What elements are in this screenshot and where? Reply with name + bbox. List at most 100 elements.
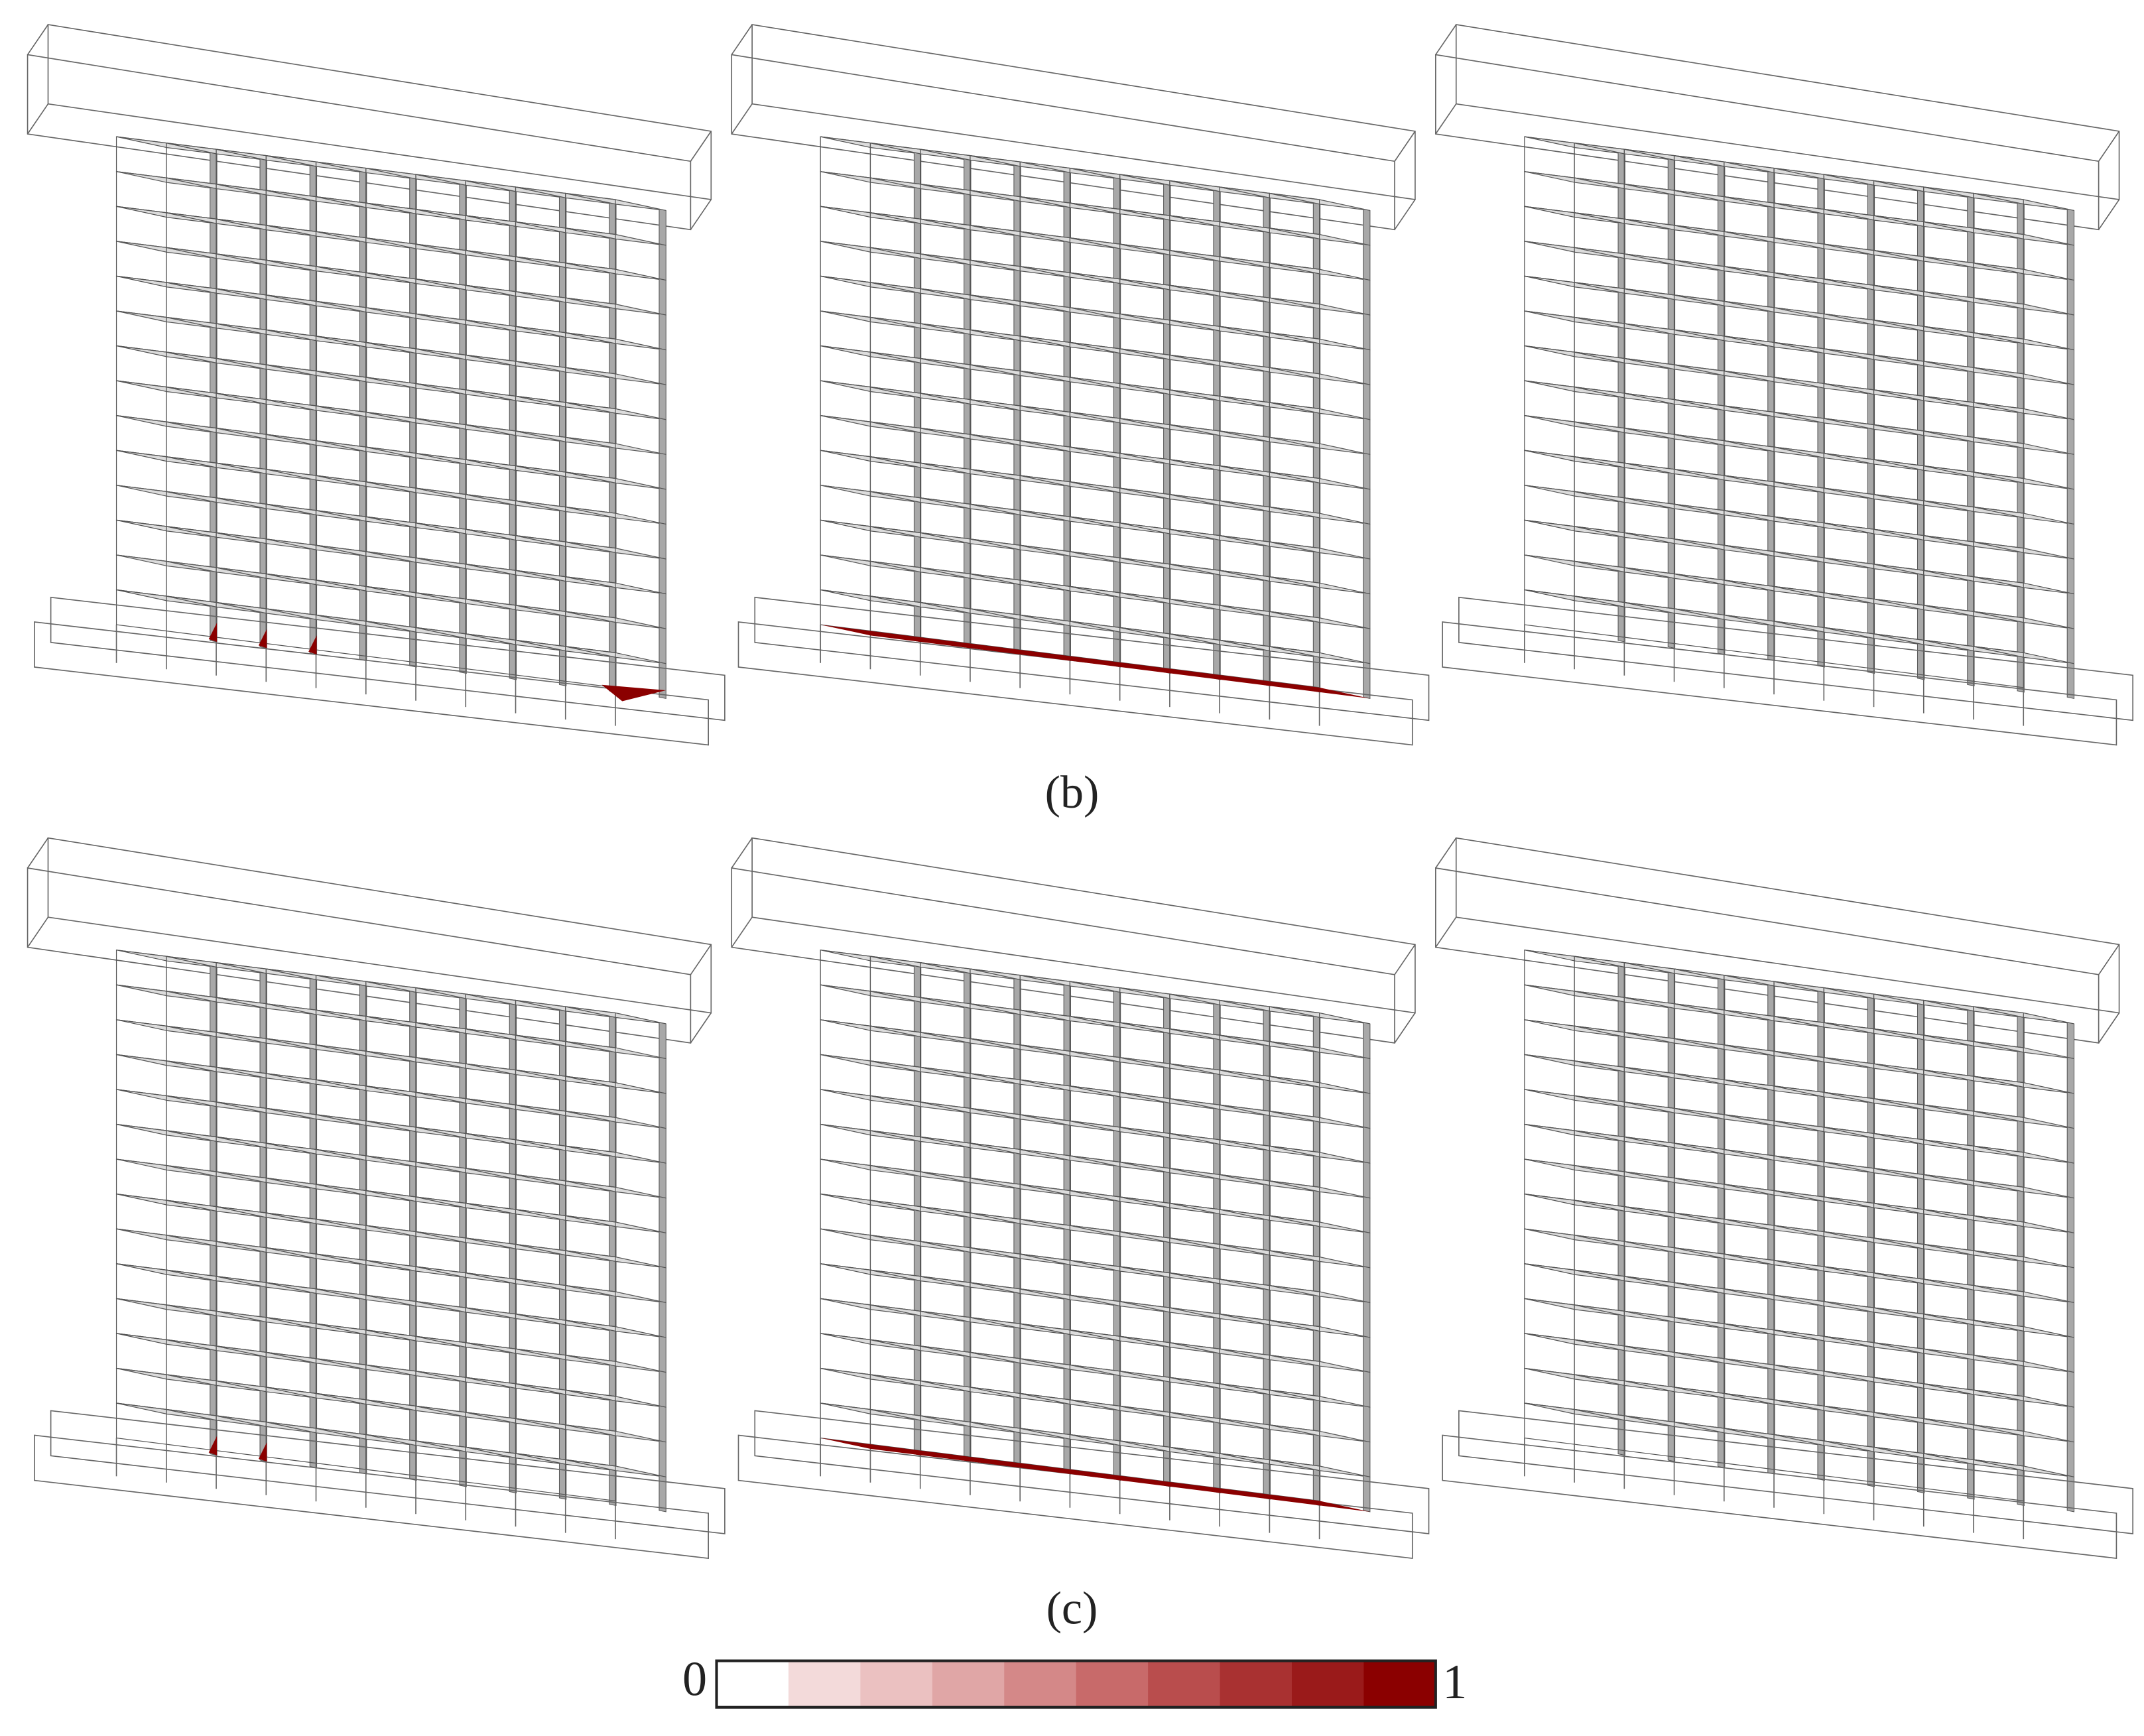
rib bbox=[1363, 1335, 1371, 1373]
beam-edge bbox=[731, 24, 753, 55]
damage bbox=[258, 1442, 267, 1462]
rib bbox=[659, 627, 666, 664]
rib bbox=[2066, 1335, 2075, 1373]
beam-face bbox=[1458, 1410, 2133, 1534]
beam-edge bbox=[1394, 131, 1416, 162]
beam-edge bbox=[731, 837, 753, 869]
beam-edge bbox=[690, 1013, 712, 1044]
colorbar-min-label: 0 bbox=[682, 1652, 707, 1707]
beam-face bbox=[34, 621, 709, 746]
rib bbox=[659, 1266, 666, 1304]
rib bbox=[2066, 627, 2075, 664]
rib bbox=[1363, 487, 1371, 525]
rib bbox=[2066, 1022, 2075, 1060]
rib bbox=[659, 1370, 666, 1408]
wall-model bbox=[27, 837, 725, 1559]
beam-edge bbox=[1435, 103, 1457, 135]
colorbar-segment bbox=[716, 1660, 789, 1707]
beam-edge bbox=[27, 916, 49, 948]
rib bbox=[2066, 1440, 2075, 1477]
beam-face bbox=[1442, 1434, 2117, 1559]
beam-face bbox=[754, 596, 1430, 721]
rib bbox=[1363, 383, 1371, 420]
rib bbox=[659, 1091, 666, 1129]
beam-edge bbox=[690, 944, 712, 975]
panel-label: (c) bbox=[1046, 1583, 1098, 1635]
rib bbox=[1363, 591, 1371, 629]
rib bbox=[1363, 313, 1371, 351]
rib bbox=[1363, 1231, 1371, 1269]
rib bbox=[1363, 627, 1371, 664]
rib bbox=[2066, 522, 2075, 560]
beam-face bbox=[754, 1410, 1430, 1534]
beam-edge bbox=[1435, 24, 1457, 55]
rib bbox=[659, 1440, 666, 1477]
colorbar-frame bbox=[715, 1659, 1437, 1709]
damage bbox=[820, 1438, 1370, 1512]
beam-edge bbox=[27, 837, 49, 869]
rib bbox=[2066, 278, 2075, 316]
rib bbox=[2066, 1127, 2075, 1164]
rib bbox=[1363, 1022, 1371, 1060]
rib bbox=[2066, 348, 2075, 385]
rib bbox=[2066, 313, 2075, 351]
beam-face bbox=[50, 1410, 725, 1534]
panel-label: (b) bbox=[1045, 767, 1100, 818]
beam-edge bbox=[1394, 944, 1416, 975]
colorbar-segment bbox=[1363, 1660, 1436, 1707]
rib bbox=[1363, 278, 1371, 316]
rib bbox=[2066, 591, 2075, 629]
rib bbox=[659, 1231, 666, 1269]
rib bbox=[659, 1022, 666, 1060]
damage bbox=[308, 635, 317, 655]
damage bbox=[208, 1436, 218, 1456]
colorbar-segment bbox=[788, 1660, 861, 1707]
rib bbox=[1363, 1056, 1371, 1094]
beam-edge bbox=[2098, 944, 2120, 975]
wall-model bbox=[1435, 24, 2133, 746]
beam-edge bbox=[731, 916, 753, 948]
wall-model bbox=[731, 837, 1430, 1559]
rib bbox=[659, 243, 666, 281]
rib bbox=[1363, 418, 1371, 456]
rib bbox=[2066, 1196, 2075, 1234]
rib bbox=[659, 662, 666, 700]
rib bbox=[659, 557, 666, 595]
wall-model bbox=[1435, 837, 2133, 1559]
rib bbox=[659, 313, 666, 351]
colorbar-segment bbox=[860, 1660, 933, 1707]
rib bbox=[2066, 557, 2075, 595]
rib bbox=[659, 452, 666, 490]
beam-face bbox=[737, 621, 1413, 746]
rib bbox=[1363, 243, 1371, 281]
rib bbox=[2066, 1370, 2075, 1408]
beam-edge bbox=[1435, 916, 1457, 948]
wall-model bbox=[27, 24, 725, 746]
damage bbox=[258, 629, 267, 649]
beam-face bbox=[731, 54, 1395, 231]
beam-edge bbox=[731, 103, 753, 135]
damage bbox=[820, 625, 1370, 699]
rib bbox=[2066, 243, 2075, 281]
beam-face bbox=[1458, 596, 2133, 721]
colorbar-segment bbox=[1220, 1660, 1293, 1707]
beam-face bbox=[1442, 621, 2117, 746]
rib bbox=[659, 591, 666, 629]
rib bbox=[1363, 522, 1371, 560]
colorbar-segment bbox=[1148, 1660, 1221, 1707]
rib bbox=[1363, 348, 1371, 385]
rib bbox=[2066, 1300, 2075, 1338]
rib bbox=[2066, 418, 2075, 456]
beam-edge bbox=[2098, 131, 2120, 162]
rib bbox=[659, 1161, 666, 1199]
beam-edge bbox=[1394, 199, 1416, 230]
rib bbox=[2066, 1056, 2075, 1094]
beam-edge bbox=[690, 199, 712, 230]
rib bbox=[659, 1056, 666, 1094]
rib bbox=[659, 1196, 666, 1234]
rib bbox=[1363, 1161, 1371, 1199]
beam-face bbox=[731, 867, 1395, 1044]
wall-model bbox=[731, 24, 1430, 746]
